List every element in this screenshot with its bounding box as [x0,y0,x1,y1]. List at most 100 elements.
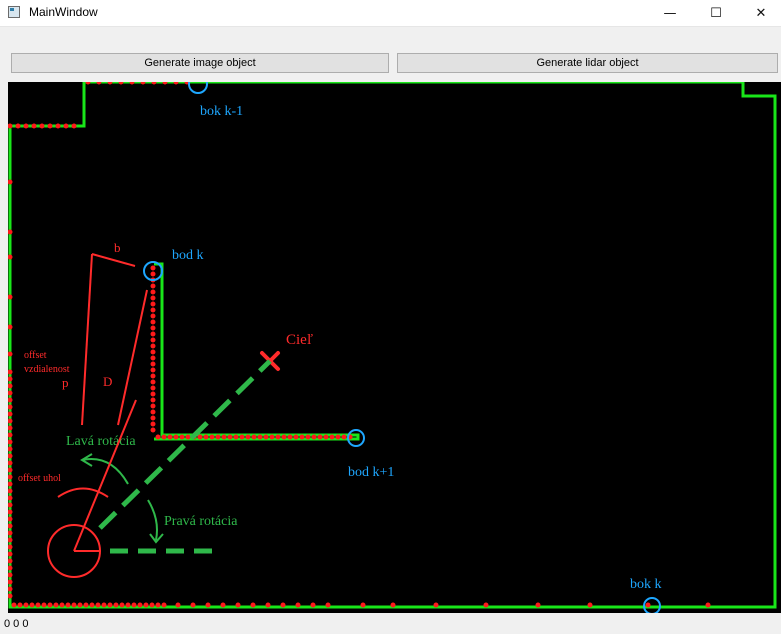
obstacle-wall [154,262,360,441]
lidar-point [360,602,366,608]
lidar-point [161,434,167,440]
map-canvas: bok k-1 bod k bod k+1 bok k Cieľ Lavá ro… [8,82,777,613]
title-bar: MainWindow — ☐ ✕ [0,0,781,27]
lidar-point [150,421,156,427]
lidar-point [233,434,239,440]
lidar-point [8,369,13,375]
b-label: b [114,240,121,255]
lidar-point [8,376,13,382]
close-button[interactable]: ✕ [755,5,767,21]
lidar-point [587,602,593,608]
window-title: MainWindow [29,5,98,19]
bod-k-plus-1-label: bod k+1 [348,465,394,480]
lidar-point [150,379,156,385]
offset-angle-label: offset uhol [18,473,61,484]
generate-lidar-object-button[interactable]: Generate lidar object [397,53,778,73]
lidar-point [150,295,156,301]
lidar-point [150,337,156,343]
lidar-point [150,403,156,409]
lidar-point [150,391,156,397]
bok-k-marker [643,597,661,613]
lidar-point [220,602,226,608]
status-text: 0 0 0 [4,618,29,630]
generate-image-object-button[interactable]: Generate image object [11,53,389,73]
lidar-point [47,602,53,608]
lidar-point [535,602,541,608]
lidar-point [113,602,119,608]
lidar-point [8,551,13,557]
lidar-point [8,593,13,599]
lidar-point [8,579,13,585]
target-label: Cieľ [286,332,313,348]
lidar-point [287,434,293,440]
lidar-point [23,123,29,129]
lidar-point [65,602,71,608]
d-label: D [103,374,112,389]
offset-distance-label-line2: vzdialenost [24,364,70,375]
lidar-point [35,602,41,608]
lidar-point [150,349,156,355]
lidar-point [645,602,651,608]
lidar-point [341,434,347,440]
left-rotation-arrow-icon [80,453,93,467]
lidar-point [15,123,21,129]
right-rotation-label: Pravá rotácia [164,514,238,529]
lidar-point [197,434,203,440]
lidar-point [239,434,245,440]
lidar-point [433,602,439,608]
lidar-point [175,602,181,608]
maximize-button[interactable]: ☐ [710,5,722,21]
lidar-point [53,602,59,608]
lidar-point [23,602,29,608]
lidar-point [8,411,13,417]
lidar-point [221,434,227,440]
lidar-point [8,502,13,508]
lidar-point [269,434,275,440]
lidar-point [8,383,13,389]
map-view[interactable]: bok k-1 bod k bod k+1 bok k Cieľ Lavá ro… [8,82,781,613]
lidar-point [8,523,13,529]
lidar-point [150,319,156,325]
lidar-point [89,602,95,608]
lidar-point [150,289,156,295]
lidar-point [275,434,281,440]
lidar-point [150,367,156,373]
lidar-point [251,434,257,440]
lidar-point [8,572,13,578]
lidar-point [179,434,185,440]
lidar-point [71,602,77,608]
lidar-point [167,434,173,440]
lidar-point [227,434,233,440]
lidar-point [150,331,156,337]
b-line [91,253,136,267]
lidar-point [245,434,251,440]
lidar-point [31,123,37,129]
left-rotation-label: Lavá rotácia [66,434,136,449]
bok-k-minus-1-label: bok k-1 [200,104,243,119]
lidar-point [150,355,156,361]
lidar-points [8,82,711,608]
lidar-point [8,460,13,466]
lidar-point [29,602,35,608]
lidar-point [280,602,286,608]
lidar-point [39,123,45,129]
lidar-point [235,602,241,608]
lidar-point [150,343,156,349]
lidar-point [131,602,137,608]
offset-distance-line [81,253,93,426]
lidar-point [8,586,13,592]
lidar-point [63,123,69,129]
lidar-point [11,602,17,608]
lidar-point [293,434,299,440]
lidar-point [59,602,65,608]
minimize-button[interactable]: — [663,5,677,21]
lidar-point [85,82,91,85]
lidar-point [8,481,13,487]
lidar-point [281,434,287,440]
lidar-point [150,283,156,289]
lidar-point [150,427,156,433]
lidar-point [8,446,13,452]
lidar-point [162,82,168,85]
lidar-point [323,434,329,440]
lidar-point [295,602,301,608]
